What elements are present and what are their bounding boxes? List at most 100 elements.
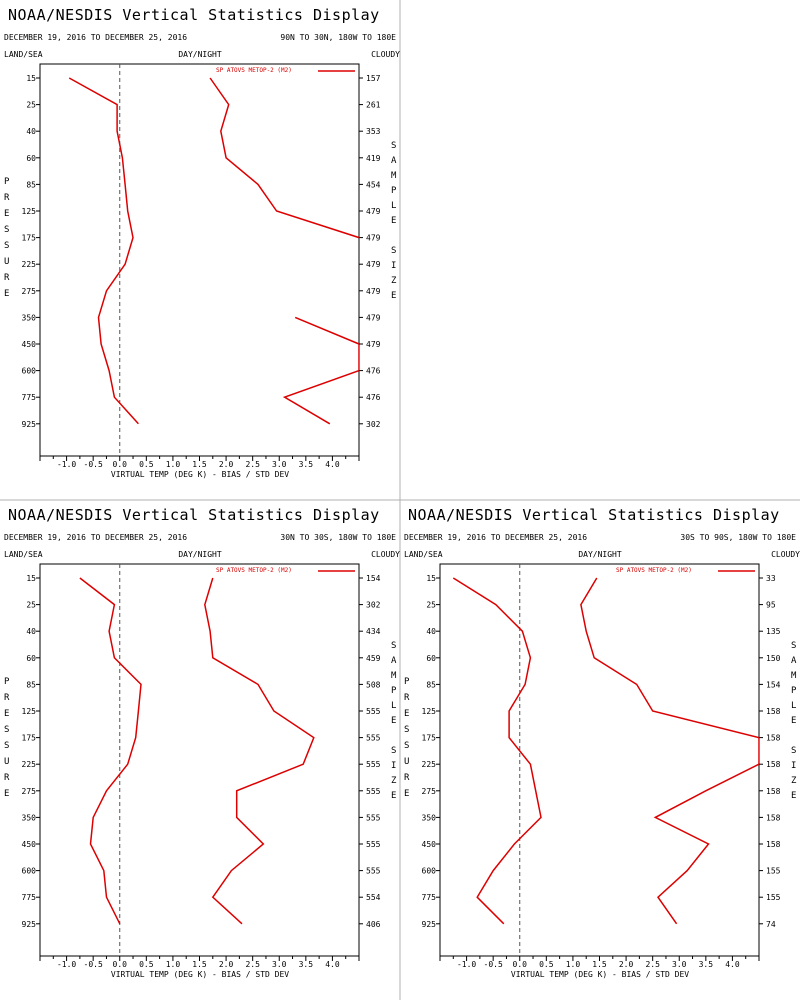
sample-size-label: 261 xyxy=(366,101,381,110)
sample-size-label: 95 xyxy=(766,601,776,610)
y-axis-label-letter: U xyxy=(404,757,409,767)
pressure-level-label: 600 xyxy=(22,867,37,876)
sample-size-axis-letter: A xyxy=(391,656,397,666)
sample-size-axis-letter: E xyxy=(391,291,396,301)
sample-size-label: 74 xyxy=(766,920,776,929)
sample-size-axis-letter: M xyxy=(791,671,797,681)
chart-panel-3: NOAA/NESDIS Vertical Statistics Display D… xyxy=(404,506,800,979)
y-axis-label-letter: E xyxy=(404,709,409,719)
sample-size-axis-letter: L xyxy=(391,701,396,711)
y-axis-label-letter: R xyxy=(4,273,10,283)
sample-size-label: 155 xyxy=(766,867,781,876)
sample-size-axis-letter: E xyxy=(391,791,396,801)
pressure-level-label: 175 xyxy=(22,734,37,743)
sample-size-label: 155 xyxy=(766,893,781,902)
pressure-level-label: 85 xyxy=(26,680,36,689)
x-tick-label: 3.5 xyxy=(299,960,314,969)
sample-size-label: 353 xyxy=(366,127,381,136)
region-label: 30N TO 30S, 180W TO 180E xyxy=(280,533,396,542)
pressure-level-label: 25 xyxy=(26,601,36,610)
sample-size-axis-letter: S xyxy=(391,141,396,151)
day-night-header: DAY/NIGHT xyxy=(178,550,222,559)
pressure-level-label: 40 xyxy=(26,127,36,136)
x-axis-label: VIRTUAL TEMP (DEG K) - BIAS / STD DEV xyxy=(111,970,289,979)
sample-size-label: 302 xyxy=(366,420,381,429)
x-tick-label: 1.5 xyxy=(592,960,607,969)
x-tick-label: 2.0 xyxy=(219,460,234,469)
pressure-level-label: 925 xyxy=(422,920,437,929)
chart-panel-2: NOAA/NESDIS Vertical Statistics Display D… xyxy=(4,506,400,979)
pressure-level-label: 775 xyxy=(22,393,37,402)
sample-size-label: 479 xyxy=(366,234,381,243)
x-tick-label: -0.5 xyxy=(84,460,103,469)
x-tick-label: 0.5 xyxy=(539,960,554,969)
sample-size-label: 158 xyxy=(766,707,781,716)
x-tick-label: 4.0 xyxy=(325,460,340,469)
y-axis-label-letter: P xyxy=(404,677,410,687)
pressure-level-label: 350 xyxy=(22,813,37,822)
pressure-level-label: 450 xyxy=(22,840,37,849)
x-tick-label: 1.5 xyxy=(192,960,207,969)
y-axis-label-letter: E xyxy=(4,289,9,299)
sample-size-label: 555 xyxy=(366,840,381,849)
x-tick-label: 0.0 xyxy=(513,960,528,969)
sample-size-axis-letter: E xyxy=(391,216,396,226)
x-tick-label: -0.5 xyxy=(84,960,103,969)
sample-size-axis-letter: I xyxy=(391,761,396,771)
pressure-level-label: 175 xyxy=(422,734,437,743)
pressure-level-label: 125 xyxy=(22,207,37,216)
sample-size-axis-letter: A xyxy=(791,656,797,666)
y-axis-label-letter: U xyxy=(4,757,9,767)
sample-size-axis-letter: P xyxy=(791,686,797,696)
pressure-level-label: 925 xyxy=(22,920,37,929)
std-dev-series-line xyxy=(282,316,359,425)
y-axis-label-letter: P xyxy=(4,677,10,687)
x-tick-label: 2.5 xyxy=(245,960,260,969)
std-dev-series-line xyxy=(209,77,359,239)
sample-size-axis-letter: P xyxy=(391,686,397,696)
sample-size-label: 479 xyxy=(366,260,381,269)
sample-size-label: 479 xyxy=(366,340,381,349)
y-axis-label-letter: E xyxy=(404,789,409,799)
legend-label: SP ATOVS METOP-2 (M2) xyxy=(216,67,292,74)
bias-series-line xyxy=(79,577,142,925)
x-tick-label: 3.5 xyxy=(299,460,314,469)
date-range: DECEMBER 19, 2016 TO DECEMBER 25, 2016 xyxy=(404,533,587,542)
y-axis-label-letter: S xyxy=(404,741,409,751)
x-tick-label: 2.0 xyxy=(619,960,634,969)
chart-title: NOAA/NESDIS Vertical Statistics Display xyxy=(408,506,780,524)
sample-size-label: 479 xyxy=(366,287,381,296)
sample-size-label: 154 xyxy=(766,680,781,689)
pressure-level-label: 225 xyxy=(22,760,37,769)
sample-size-label: 479 xyxy=(366,313,381,322)
sample-size-axis-letter: S xyxy=(391,746,396,756)
sample-size-label: 555 xyxy=(366,734,381,743)
sample-size-label: 135 xyxy=(766,627,781,636)
x-tick-label: 1.0 xyxy=(166,960,181,969)
pressure-level-label: 15 xyxy=(426,574,436,583)
x-tick-label: -0.5 xyxy=(484,960,503,969)
land-sea-header: LAND/SEA xyxy=(404,550,443,559)
x-tick-label: 3.0 xyxy=(272,460,287,469)
pressure-level-label: 775 xyxy=(22,893,37,902)
sample-size-label: 554 xyxy=(366,893,381,902)
x-axis-label: VIRTUAL TEMP (DEG K) - BIAS / STD DEV xyxy=(511,970,689,979)
pressure-level-label: 15 xyxy=(26,74,36,83)
x-tick-label: 0.0 xyxy=(113,960,128,969)
region-label: 90N TO 30N, 180W TO 180E xyxy=(280,33,396,42)
x-tick-label: 0.5 xyxy=(139,460,154,469)
std-dev-series-line xyxy=(580,577,759,925)
sample-size-label: 454 xyxy=(366,180,381,189)
pressure-level-label: 775 xyxy=(422,893,437,902)
sample-size-label: 33 xyxy=(766,574,776,583)
y-axis-label-letter: R xyxy=(404,693,410,703)
y-axis-label-letter: P xyxy=(4,177,10,187)
day-night-header: DAY/NIGHT xyxy=(578,550,622,559)
x-tick-label: 1.0 xyxy=(166,460,181,469)
sample-size-label: 459 xyxy=(366,654,381,663)
sample-size-label: 158 xyxy=(766,840,781,849)
sample-size-label: 555 xyxy=(366,707,381,716)
x-tick-label: 0.5 xyxy=(139,960,154,969)
sample-size-axis-letter: L xyxy=(391,201,396,211)
date-range: DECEMBER 19, 2016 TO DECEMBER 25, 2016 xyxy=(4,533,187,542)
